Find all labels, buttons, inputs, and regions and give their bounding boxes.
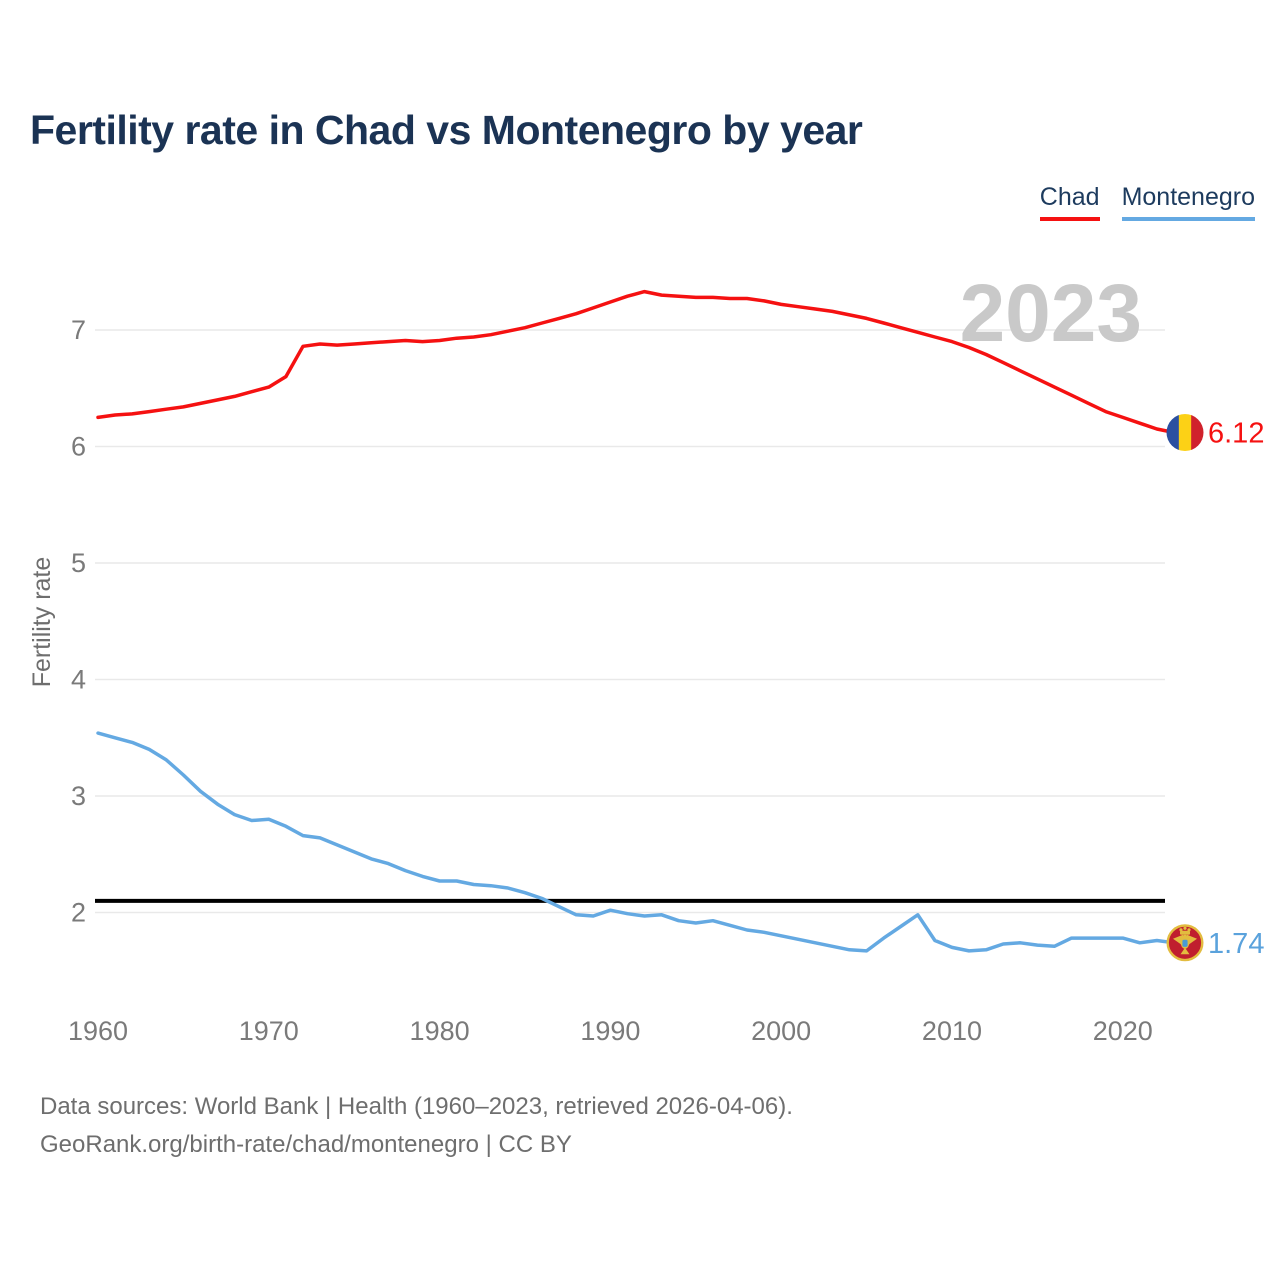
y-axis-title: Fertility rate bbox=[28, 557, 56, 688]
x-tick-label: 2020 bbox=[1093, 1016, 1153, 1046]
montenegro-eagle-wing bbox=[1173, 934, 1183, 946]
y-tick-label: 5 bbox=[71, 548, 86, 578]
x-tick-label: 1970 bbox=[239, 1016, 299, 1046]
legend-item-montenegro[interactable]: Montenegro bbox=[1121, 183, 1255, 221]
x-tick-label: 1980 bbox=[410, 1016, 470, 1046]
montenegro-eagle-tail bbox=[1180, 947, 1190, 955]
montenegro-crown-dot bbox=[1187, 928, 1191, 932]
footer-sources-line: Data sources: World Bank | Health (1960–… bbox=[40, 1093, 793, 1120]
series-line-montenegro bbox=[96, 731, 1176, 953]
x-tick-label: 2000 bbox=[751, 1016, 811, 1046]
x-tick-label: 2010 bbox=[922, 1016, 982, 1046]
series-line-chad bbox=[96, 289, 1176, 435]
montenegro-crown-dot bbox=[1183, 926, 1187, 930]
x-tick-label: 1960 bbox=[68, 1016, 128, 1046]
chart-title: Fertility rate in Chad vs Montenegro by … bbox=[30, 107, 863, 153]
chad-flag-stripe bbox=[1166, 414, 1180, 452]
x-tick-label: 1990 bbox=[580, 1016, 640, 1046]
montenegro-flag-icon bbox=[1166, 924, 1204, 962]
y-tick-label: 2 bbox=[71, 898, 86, 928]
chad-flag-icon bbox=[1166, 414, 1204, 452]
montenegro-shield bbox=[1181, 938, 1189, 948]
watermark-year: 2023 bbox=[960, 268, 1142, 359]
montenegro-crown bbox=[1180, 930, 1190, 935]
chad-flag-stripe bbox=[1191, 414, 1204, 452]
y-tick-label: 7 bbox=[71, 315, 86, 345]
montenegro-crown-dot bbox=[1179, 928, 1183, 932]
legend: Chad Montenegro bbox=[1039, 183, 1255, 221]
end-value-label-montenegro: 1.74 bbox=[1208, 928, 1264, 960]
end-value-label-chad: 6.12 bbox=[1208, 418, 1264, 450]
y-tick-label: 4 bbox=[71, 665, 86, 695]
montenegro-eagle-wing bbox=[1187, 934, 1197, 946]
legend-item-chad[interactable]: Chad bbox=[1039, 183, 1100, 221]
y-tick-label: 6 bbox=[71, 432, 86, 462]
footer-attribution-line: GeoRank.org/birth-rate/chad/montenegro |… bbox=[40, 1131, 572, 1158]
y-tick-label: 3 bbox=[71, 781, 86, 811]
footer: Data sources: World Bank | Health (1960–… bbox=[40, 1088, 793, 1164]
chad-flag-stripe bbox=[1178, 414, 1192, 452]
